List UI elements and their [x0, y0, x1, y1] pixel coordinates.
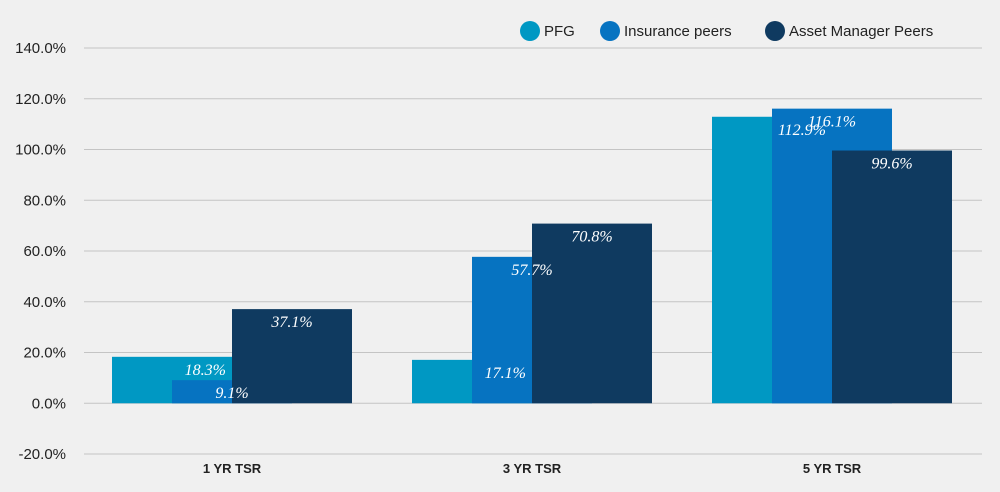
bar-asset-manager-peers: [832, 150, 952, 404]
x-tick-label: 3 YR TSR: [503, 461, 562, 476]
legend-marker: [520, 21, 540, 41]
legend-label: Asset Manager Peers: [789, 23, 933, 40]
y-tick-label: 140.0%: [15, 40, 66, 57]
data-label: 112.9%: [778, 122, 826, 139]
legend-marker: [600, 21, 620, 41]
y-axis: -20.0% 0.0% 20.0% 40.0% 60.0% 80.0% 100.0% 120.…: [15, 40, 66, 463]
y-tick-label: 0.0%: [32, 395, 66, 412]
data-label: 9.1%: [215, 385, 248, 402]
y-tick-label: -20.0%: [18, 446, 66, 463]
data-label: 116.1%: [808, 114, 856, 131]
x-axis: 1 YR TSR 3 YR TSR 5 YR TSR: [203, 461, 862, 476]
data-label: 17.1%: [485, 365, 526, 382]
bar-asset-manager-peers: [232, 309, 352, 404]
legend-label: Insurance peers: [624, 23, 732, 40]
bars: 18.3% 9.1% 37.1% 17.1% 57.7% 70.8% 112.9%116.1…: [112, 108, 952, 404]
legend-marker: [765, 21, 785, 41]
y-tick-label: 40.0%: [23, 294, 66, 311]
y-tick-label: 120.0%: [15, 91, 66, 108]
data-label: 70.8%: [571, 229, 612, 246]
y-tick-label: 60.0%: [23, 243, 66, 260]
x-tick-label: 5 YR TSR: [803, 461, 862, 476]
bar-asset-manager-peers: [532, 223, 652, 404]
x-tick-label: 1 YR TSR: [203, 461, 262, 476]
legend: PFG Insurance peers Asset Manager Peers: [520, 21, 933, 41]
data-label: 99.6%: [871, 156, 912, 173]
legend-label: PFG: [544, 23, 575, 40]
y-tick-label: 100.0%: [15, 142, 66, 159]
data-label: 18.3%: [185, 362, 226, 379]
y-tick-label: 20.0%: [23, 345, 66, 362]
data-label: 37.1%: [270, 314, 312, 331]
data-label: 57.7%: [511, 262, 552, 279]
y-tick-label: 80.0%: [23, 192, 66, 209]
